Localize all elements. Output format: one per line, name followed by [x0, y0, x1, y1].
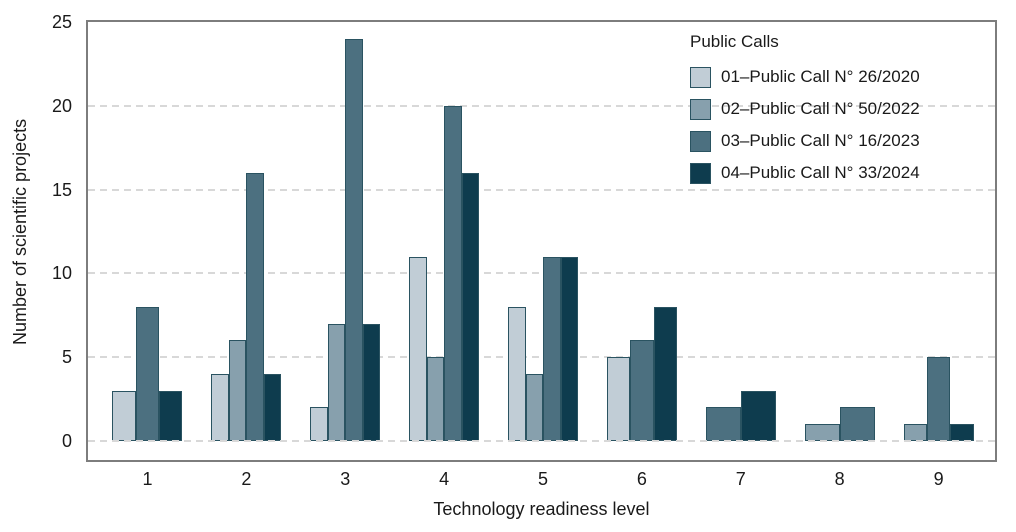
gridline-y-20 — [88, 104, 995, 107]
legend-items: 01–Public Call N° 26/2020 02–Public Call … — [690, 66, 920, 184]
bar — [263, 373, 282, 441]
bar — [839, 407, 875, 441]
bar — [804, 424, 840, 441]
bar — [327, 323, 346, 441]
gridline-y-15 — [88, 188, 995, 191]
x-axis-label: Technology readiness level — [433, 499, 650, 519]
legend-label: 01–Public Call N° 26/2020 — [721, 67, 920, 86]
legend-item-3: 03–Public Call N° 16/2023 — [690, 130, 920, 152]
bar-group-trl-4 — [395, 22, 494, 441]
bar — [630, 340, 654, 441]
legend-swatch-icon — [690, 98, 711, 120]
legend-swatch-icon — [690, 66, 711, 88]
legend-title: Public Calls — [690, 32, 779, 51]
y-tick-label-5: 5 — [61, 347, 72, 368]
bar-group-trl-7 — [691, 22, 790, 441]
bar — [560, 256, 578, 441]
x-tick-label-3: 3 — [340, 469, 351, 489]
bar — [508, 306, 526, 441]
bar — [525, 373, 543, 441]
legend-swatch-icon — [690, 162, 711, 184]
bar-group-trl-6 — [592, 22, 691, 441]
gridline-y-10 — [88, 272, 995, 275]
gridline-y-5 — [88, 356, 995, 359]
bar — [228, 340, 247, 441]
legend-label: 03–Public Call N° 16/2023 — [721, 131, 920, 150]
gridline-y-0 — [88, 440, 995, 442]
y-tick-label-20: 20 — [51, 95, 72, 116]
y-tick-label-0: 0 — [61, 431, 72, 451]
x-tick-label-1: 1 — [142, 469, 153, 489]
bar — [112, 390, 136, 441]
bar — [461, 172, 480, 441]
legend-item-4: 04–Public Call N° 33/2024 — [690, 162, 920, 184]
bar — [135, 306, 160, 441]
x-tick-label-7: 7 — [735, 469, 746, 489]
bar — [653, 306, 677, 441]
bar-group-trl-5 — [494, 22, 593, 441]
x-tick-label-5: 5 — [538, 469, 549, 489]
x-axis-ticks: 1 2 3 4 5 6 7 8 9 — [98, 469, 988, 490]
bar — [246, 172, 264, 441]
y-tick-label-25: 25 — [51, 12, 72, 32]
legend-swatch-icon — [690, 130, 711, 152]
bar — [705, 407, 741, 441]
bar — [310, 407, 328, 441]
bar — [362, 323, 381, 441]
x-tick-label-2: 2 — [241, 469, 252, 489]
legend-item-2: 02–Public Call N° 50/2022 — [690, 98, 920, 120]
y-axis-label: Number of scientific projects — [10, 118, 30, 345]
x-tick-label-4: 4 — [439, 469, 450, 489]
y-tick-label-15: 15 — [51, 179, 72, 200]
bar — [159, 390, 183, 441]
bar — [926, 357, 951, 441]
bar — [426, 357, 445, 441]
bars-region — [98, 22, 988, 441]
legend: Public Calls 01–Public Call N° 26/2020 02… — [690, 32, 920, 194]
x-tick-label-8: 8 — [834, 469, 845, 489]
bar — [444, 105, 462, 441]
bar-group-trl-9 — [889, 22, 988, 441]
bar — [409, 256, 427, 441]
bar — [211, 373, 229, 441]
bar — [950, 424, 974, 441]
bar-group-trl-2 — [197, 22, 296, 441]
bar-group-trl-1 — [98, 22, 197, 441]
bar — [903, 424, 927, 441]
bar — [740, 390, 776, 441]
y-tick-label-10: 10 — [51, 263, 72, 284]
x-tick-label-9: 9 — [933, 469, 944, 489]
bar-group-trl-3 — [296, 22, 395, 441]
bar — [345, 38, 363, 441]
legend-label: 02–Public Call N° 50/2022 — [721, 99, 920, 118]
legend-label: 04–Public Call N° 33/2024 — [721, 163, 920, 182]
x-tick-label-6: 6 — [636, 469, 647, 489]
bar — [543, 256, 561, 441]
plot-area — [86, 20, 997, 462]
bar — [606, 357, 631, 441]
legend-item-1: 01–Public Call N° 26/2020 — [690, 66, 920, 88]
